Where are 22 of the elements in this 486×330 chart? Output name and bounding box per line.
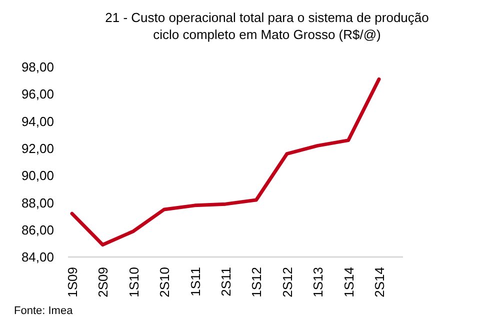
x-tick-label: 1S14: [341, 267, 356, 298]
x-tick-label: 1S13: [310, 267, 326, 298]
x-tick-label: 1S10: [126, 267, 142, 298]
x-tick-label: 2S09: [96, 267, 111, 298]
y-tick-label: 84,00: [21, 250, 54, 265]
y-tick-label: 92,00: [21, 140, 54, 156]
y-tick-label: 88,00: [21, 195, 54, 210]
y-tick-label: 96,00: [21, 86, 54, 102]
source-note: Fonte: Imea: [14, 305, 74, 317]
x-tick-label: 1S12: [249, 267, 264, 298]
x-tick-label: 1S11: [188, 267, 203, 296]
x-tick-label: 1S09: [65, 267, 80, 298]
x-tick-label: 2S11: [218, 267, 234, 296]
y-tick-label: 90,00: [21, 168, 54, 184]
x-tick-label: 2S10: [157, 267, 172, 298]
line-series: [70, 77, 381, 247]
y-tick-label: 98,00: [21, 60, 54, 75]
y-tick-label: 94,00: [21, 114, 54, 129]
x-tick-label: 2S12: [280, 267, 295, 298]
chart-title: 21 - Custo operacional total para o sistema de produção ciclo completo em Mato Grosso (R$/@): [105, 10, 429, 42]
y-tick-label: 86,00: [21, 222, 54, 238]
x-tick-label: 2S14: [372, 267, 387, 298]
